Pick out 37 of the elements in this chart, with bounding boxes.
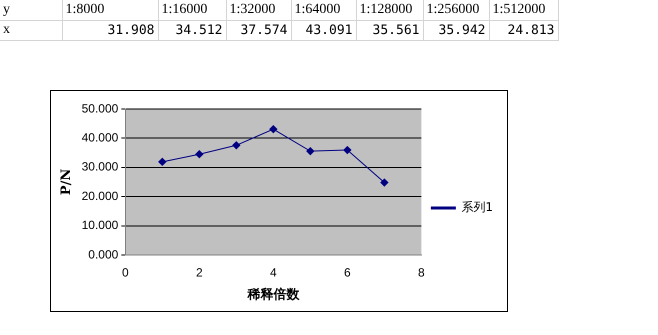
text: 1:16000 xyxy=(158,0,226,20)
point xyxy=(380,178,388,187)
point xyxy=(158,158,166,166)
y-axis-title: P/N xyxy=(59,168,74,196)
x-tick-label: 6 xyxy=(344,266,352,280)
point xyxy=(306,147,314,156)
text: 1:512000 xyxy=(489,0,558,20)
text: 34.512 xyxy=(158,20,226,40)
x-axis-title: 稀释倍数 xyxy=(246,286,300,303)
x-tick-label: 8 xyxy=(418,266,426,280)
text: 1:64000 xyxy=(291,0,356,20)
text: 1:256000 xyxy=(423,0,489,20)
text: 1:128000 xyxy=(356,0,423,20)
y-tick-label: 40.000 xyxy=(82,130,119,145)
point xyxy=(269,125,278,134)
point xyxy=(232,141,240,150)
x-tick-label: 4 xyxy=(270,266,277,280)
y-tick-label: 30.000 xyxy=(82,160,119,174)
text: 37.574 xyxy=(226,20,291,40)
x-tick-label: 0 xyxy=(122,266,129,280)
x-tick-label: 2 xyxy=(196,266,203,280)
point xyxy=(195,150,204,158)
text: 43.091 xyxy=(291,20,356,40)
text: 35.561 xyxy=(356,20,423,40)
y-tick-label: 20.000 xyxy=(82,188,119,203)
y-tick-label: 50.000 xyxy=(82,101,119,116)
text: 24.813 xyxy=(489,20,558,40)
y-tick-label: 0.000 xyxy=(88,247,119,262)
point xyxy=(343,146,352,154)
text: 1:32000 xyxy=(226,0,291,20)
text: 35.942 xyxy=(423,20,489,40)
text: 31.908 xyxy=(62,20,158,40)
y-tick-label: 10.000 xyxy=(82,218,119,232)
text: 1:8000 xyxy=(62,0,158,20)
legend-label: 系列1 xyxy=(461,200,494,214)
text: y xyxy=(0,0,62,20)
text: x xyxy=(0,20,62,40)
